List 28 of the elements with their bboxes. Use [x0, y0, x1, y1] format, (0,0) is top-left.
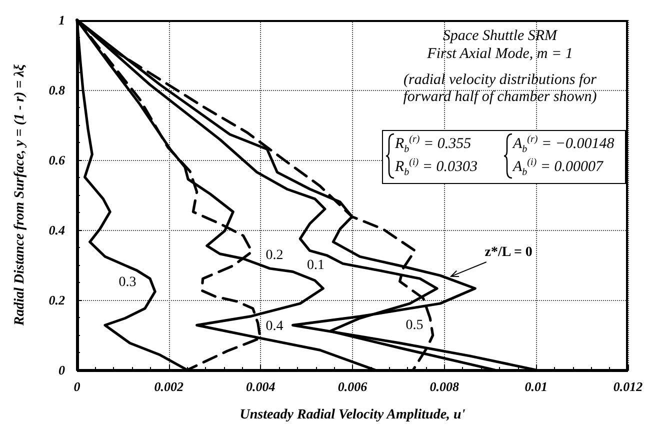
annotation: A$_{b}$$^{(i)}$ = 0.00007 — [513, 157, 603, 178]
text: Space Shuttle SRM — [442, 28, 559, 46]
x-tick-label: 0.012 — [613, 379, 644, 394]
y-tick-label: 0.4 — [48, 222, 66, 238]
annotation: (radial velocity distributions for forward half of chamber shown) — [402, 72, 598, 106]
annotation: R$_{b}$$^{(r)}$ = 0.355 — [395, 134, 472, 155]
text: First Axial Mode, m = 1 — [426, 46, 574, 64]
series-label: 0.3 — [118, 274, 138, 290]
x-tick-label: 0.008 — [430, 379, 460, 394]
x-axis-title: Unsteady Radial Velocity Amplitude, u' — [240, 408, 466, 422]
series-label: 0.4 — [264, 318, 284, 334]
series-label: 0.1 — [306, 258, 326, 274]
y-axis-title: Radial Distance from Surface, y = (1 - r) = λξ — [12, 64, 28, 327]
y-tick-label: 0.8 — [48, 82, 66, 98]
y-tick-label: 1 — [58, 12, 65, 28]
x-tick-label: 0 — [74, 379, 81, 394]
x-tick-label: 0.002 — [154, 379, 184, 394]
annotation: A$_{b}$$^{(r)}$ = −0.00148 — [513, 134, 614, 155]
series-label: 0.2 — [264, 248, 284, 263]
x-tick-label: 0.004 — [246, 379, 276, 394]
y-tick-label: 0.2 — [48, 292, 66, 308]
x-tick-label: 0.01 — [524, 379, 548, 394]
annotation: R$_{b}$$^{(i)}$ = 0.0303 — [395, 157, 478, 178]
y-tick-label: 0.6 — [48, 152, 66, 168]
y-tick-label: 0 — [58, 362, 66, 378]
series-label: 0.5 — [404, 318, 424, 334]
x-tick-label: 0.006 — [338, 379, 368, 394]
text: z*/L = 0 — [484, 244, 534, 260]
